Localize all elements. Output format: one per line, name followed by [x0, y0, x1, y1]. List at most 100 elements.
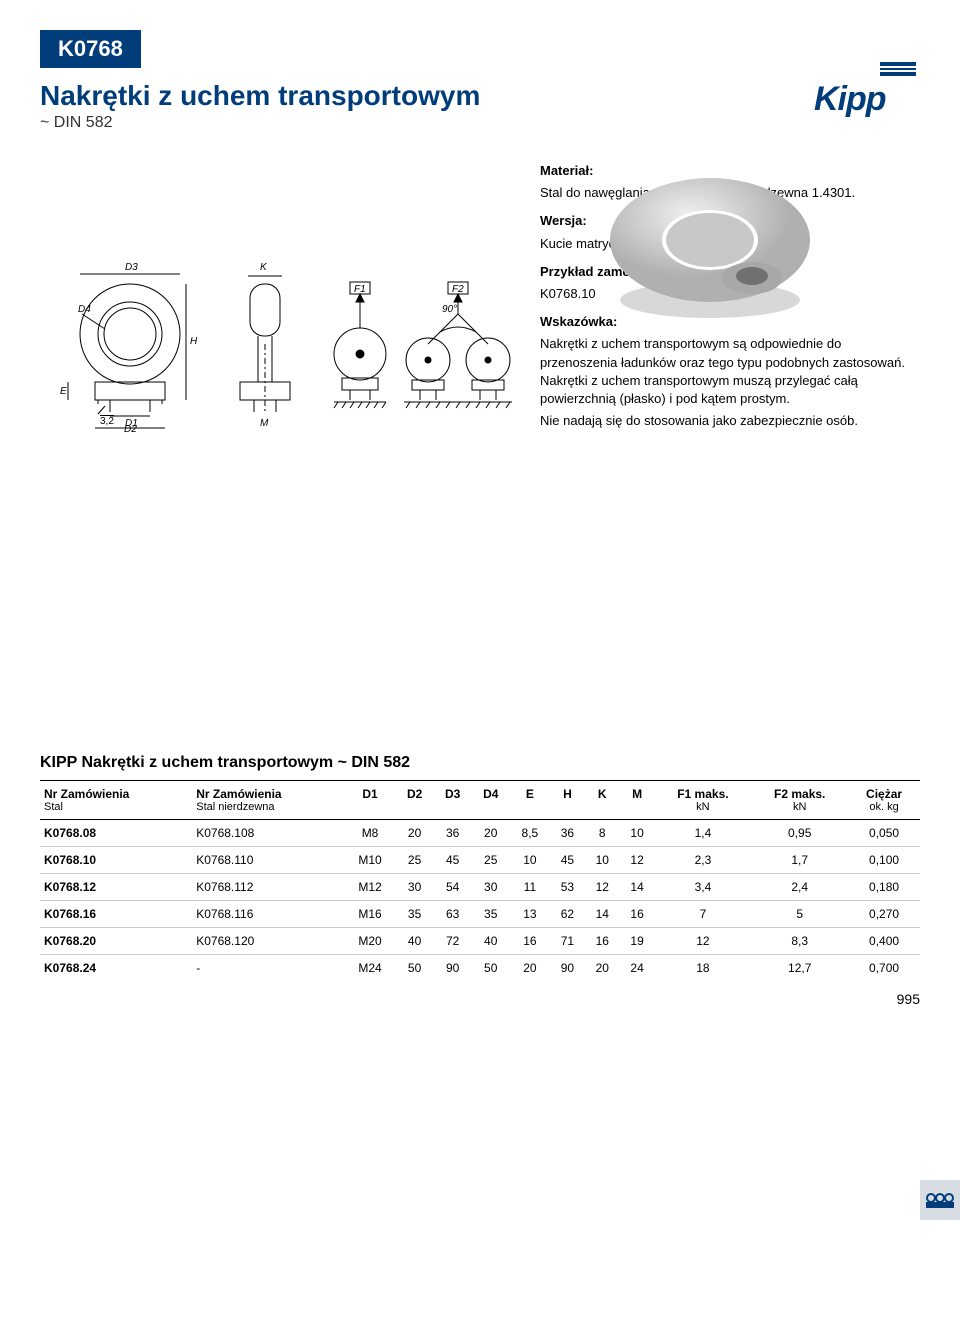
table-cell: 90 — [434, 955, 472, 982]
page-subtitle: ~ DIN 582 — [40, 114, 920, 132]
table-cell: 45 — [550, 847, 585, 874]
table-cell: 24 — [620, 955, 655, 982]
table-title: KIPP Nakrętki z uchem transportowym ~ DI… — [40, 754, 920, 772]
drawing-side-view: K M — [220, 254, 310, 434]
table-cell: 0,100 — [848, 847, 920, 874]
table-cell: 10 — [620, 820, 655, 847]
table-cell: 0,95 — [751, 820, 848, 847]
table-cell: K0768.120 — [192, 928, 344, 955]
table-cell: 12 — [585, 874, 620, 901]
table-cell: 0,270 — [848, 901, 920, 928]
table-cell: 36 — [550, 820, 585, 847]
table-cell: 12 — [655, 928, 752, 955]
table-row: K0768.10K0768.110M10254525104510122,31,7… — [40, 847, 920, 874]
table-cell: 2,3 — [655, 847, 752, 874]
svg-text:E: E — [60, 386, 67, 397]
svg-text:D4: D4 — [78, 304, 91, 315]
table-cell: 1,7 — [751, 847, 848, 874]
col-header: D1 — [344, 781, 395, 820]
table-cell: 20 — [585, 955, 620, 982]
col-header: Nr ZamówieniaStal nierdzewna — [192, 781, 344, 820]
table-cell: 8,5 — [510, 820, 550, 847]
table-cell: K0768.112 — [192, 874, 344, 901]
svg-text:D3: D3 — [125, 262, 138, 273]
table-cell: K0768.12 — [40, 874, 192, 901]
col-header: D4 — [472, 781, 510, 820]
svg-text:Kipp: Kipp — [814, 80, 886, 118]
table-cell: 50 — [396, 955, 434, 982]
table-cell: 18 — [655, 955, 752, 982]
svg-text:90°: 90° — [442, 304, 457, 315]
table-cell: K0768.110 — [192, 847, 344, 874]
table-cell: 25 — [472, 847, 510, 874]
table-cell: 25 — [396, 847, 434, 874]
col-header: M — [620, 781, 655, 820]
svg-text:M: M — [260, 418, 269, 429]
col-header: E — [510, 781, 550, 820]
svg-text:D2: D2 — [124, 424, 137, 434]
table-cell: 2,4 — [751, 874, 848, 901]
hint-text-2: Nie nadają się do stosowania jako zabezp… — [540, 412, 920, 430]
table-cell: K0768.20 — [40, 928, 192, 955]
table-cell: 63 — [434, 901, 472, 928]
table-cell: M16 — [344, 901, 395, 928]
table-cell: M20 — [344, 928, 395, 955]
catalog-page: K0768 Nakrętki z uchem transportowym ~ D… — [0, 0, 960, 1037]
col-header: F2 maks.kN — [751, 781, 848, 820]
table-cell: 14 — [585, 901, 620, 928]
table-cell: 12 — [620, 847, 655, 874]
product-photo — [580, 160, 840, 330]
table-cell: 10 — [585, 847, 620, 874]
table-cell: 16 — [510, 928, 550, 955]
table-cell: 12,7 — [751, 955, 848, 982]
table-cell: 54 — [434, 874, 472, 901]
brand-logo: Kipp — [810, 60, 920, 120]
table-cell: 3,4 — [655, 874, 752, 901]
table-row: K0768.20K0768.120M2040724016711619128,30… — [40, 928, 920, 955]
table-row: K0768.12K0768.112M12305430115312143,42,4… — [40, 874, 920, 901]
col-header: F1 maks.kN — [655, 781, 752, 820]
table-body: K0768.08K0768.108M82036208,5368101,40,95… — [40, 820, 920, 982]
table-cell: 1,4 — [655, 820, 752, 847]
svg-text:K: K — [260, 262, 268, 273]
col-header: Ciężarok. kg — [848, 781, 920, 820]
table-cell: 13 — [510, 901, 550, 928]
table-cell: M24 — [344, 955, 395, 982]
table-cell: 45 — [434, 847, 472, 874]
table-cell: 40 — [472, 928, 510, 955]
table-cell: 11 — [510, 874, 550, 901]
table-cell: 62 — [550, 901, 585, 928]
table-row: K0768.16K0768.116M1635633513621416750,27… — [40, 901, 920, 928]
hint-text: Nakrętki z uchem transportowym są odpowi… — [540, 335, 920, 408]
col-header: D3 — [434, 781, 472, 820]
drawing-load-f1-f2: F1 — [320, 274, 520, 434]
table-cell: 90 — [550, 955, 585, 982]
table-cell: 16 — [620, 901, 655, 928]
table-cell: 20 — [396, 820, 434, 847]
page-title: Nakrętki z uchem transportowym — [40, 80, 920, 112]
table-cell: 72 — [434, 928, 472, 955]
table-cell: K0768.24 — [40, 955, 192, 982]
table-cell: 16 — [585, 928, 620, 955]
technical-drawings: D3 D4 H E 3,2 — [40, 162, 520, 434]
table-cell: K0768.108 — [192, 820, 344, 847]
table-cell: 8 — [585, 820, 620, 847]
table-header: Nr ZamówieniaStalNr ZamówieniaStal nierd… — [40, 781, 920, 820]
table-cell: - — [192, 955, 344, 982]
table-cell: K0768.08 — [40, 820, 192, 847]
table-cell: K0768.116 — [192, 901, 344, 928]
table-cell: 10 — [510, 847, 550, 874]
table-cell: K0768.10 — [40, 847, 192, 874]
table-cell: 0,180 — [848, 874, 920, 901]
table-cell: 30 — [396, 874, 434, 901]
table-cell: 35 — [472, 901, 510, 928]
product-code-badge: K0768 — [40, 30, 141, 68]
table-row: K0768.24-M24509050209020241812,70,700 — [40, 955, 920, 982]
table-cell: 7 — [655, 901, 752, 928]
category-tab-icon — [920, 1180, 960, 1225]
table-cell: 19 — [620, 928, 655, 955]
table-cell: 36 — [434, 820, 472, 847]
table-cell: 8,3 — [751, 928, 848, 955]
table-cell: M8 — [344, 820, 395, 847]
table-cell: 50 — [472, 955, 510, 982]
